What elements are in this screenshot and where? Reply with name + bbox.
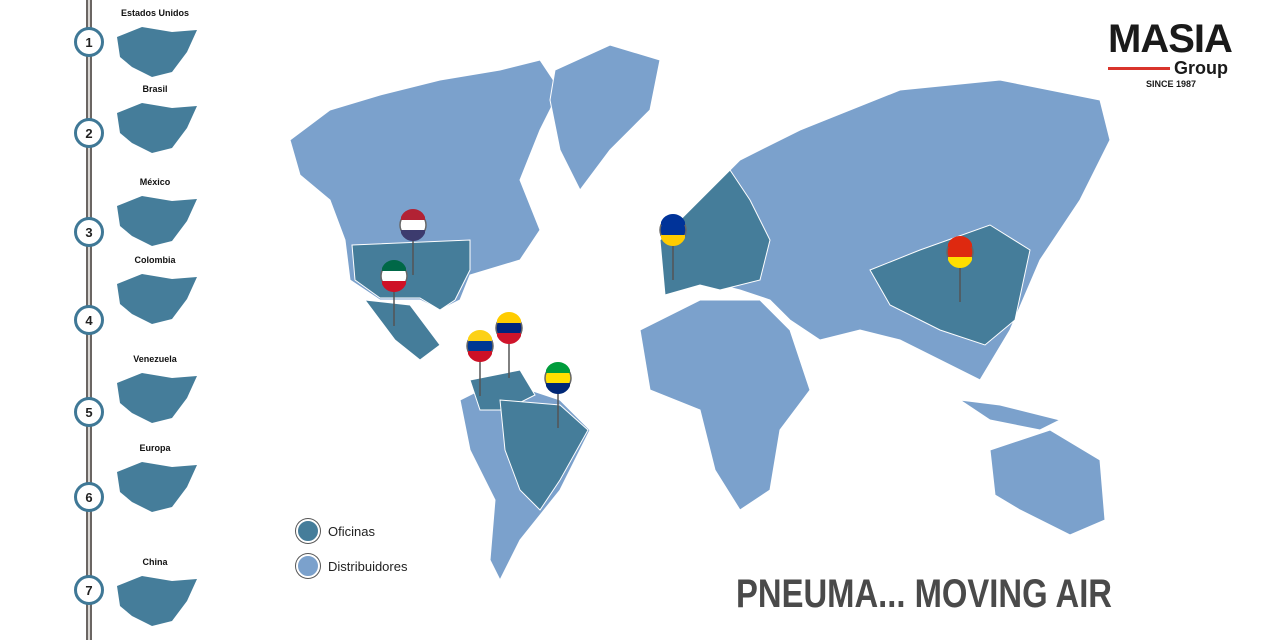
country-silhouette <box>117 196 197 246</box>
masia-logo: MASIA Group SINCE 1987 <box>1108 17 1248 89</box>
legend-distributors: Distribuidores <box>296 554 407 578</box>
australia <box>989 429 1106 536</box>
legend-offices: Oficinas <box>296 519 375 543</box>
step-label: Europa <box>139 443 171 453</box>
step-label: México <box>139 177 171 187</box>
country-silhouette <box>117 373 197 423</box>
venezuela-flag-pin[interactable] <box>495 312 523 378</box>
logo-name: MASIA <box>1108 17 1233 61</box>
offices-swatch <box>296 519 320 543</box>
step-label: China <box>142 557 168 567</box>
step-number: 4 <box>74 305 104 335</box>
distributors-swatch <box>296 554 320 578</box>
step-number: 1 <box>74 27 104 57</box>
legend-label: Oficinas <box>328 523 375 539</box>
country-silhouette <box>117 462 197 512</box>
step-number: 3 <box>74 217 104 247</box>
africa <box>639 299 811 511</box>
colombia-flag-pin[interactable] <box>466 329 494 396</box>
logo-sub: Group <box>1174 58 1228 78</box>
us-flag-pin[interactable] <box>399 208 427 275</box>
step-number: 2 <box>74 118 104 148</box>
legend-label: Distribuidores <box>328 558 408 574</box>
eu-flag-pin[interactable] <box>659 214 687 280</box>
indonesia <box>959 399 1062 431</box>
slogan: PNEUMA... MOVING AIR <box>736 572 1113 616</box>
step-label: Brasil <box>142 84 168 94</box>
country-silhouette <box>117 274 197 324</box>
mexico-office <box>363 299 441 361</box>
country-silhouette <box>117 576 197 626</box>
step-number: 6 <box>74 482 104 512</box>
country-silhouette <box>117 103 197 153</box>
brazil-flag-pin[interactable] <box>544 361 572 428</box>
china-office <box>869 224 1031 346</box>
greenland <box>549 44 661 191</box>
step-label: Colombia <box>134 255 176 265</box>
step-label: Venezuela <box>133 354 177 364</box>
brazil-office <box>499 399 589 511</box>
logo-since: SINCE 1987 <box>1146 79 1197 89</box>
country-silhouette <box>117 27 197 77</box>
mexico-flag-pin[interactable] <box>380 260 408 326</box>
europe-office <box>659 169 771 296</box>
logo-red-bar <box>1108 67 1170 70</box>
china-flag-pin[interactable] <box>946 236 974 302</box>
step-number: 5 <box>74 397 104 427</box>
usa-office <box>351 239 471 311</box>
step-number: 7 <box>74 575 104 605</box>
step-label: Estados Unidos <box>120 8 190 18</box>
